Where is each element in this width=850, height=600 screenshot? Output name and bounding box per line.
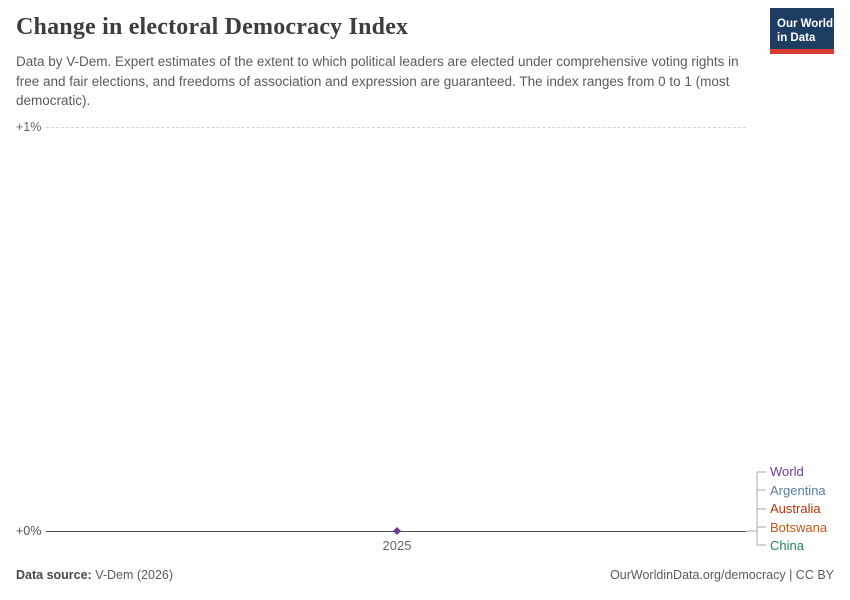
gridline-plus1pct xyxy=(46,127,746,128)
y-tick-plus1pct: +1% xyxy=(16,120,42,134)
owid-logo[interactable]: Our World in Data xyxy=(770,8,834,54)
data-point-diamond xyxy=(393,527,401,535)
chart-title: Change in electoral Democracy Index xyxy=(16,14,409,40)
legend-item-world[interactable]: World xyxy=(770,464,804,479)
owid-logo-accent-bar xyxy=(770,49,834,54)
owid-logo-line2: in Data xyxy=(777,32,816,44)
x-tick-2025: 2025 xyxy=(382,538,412,553)
owid-logo-line1: Our World xyxy=(777,17,834,30)
data-source-text: Data source: V-Dem (2026) xyxy=(16,568,173,582)
legend-item-botswana[interactable]: Botswana xyxy=(770,519,828,535)
legend-connector-lines xyxy=(746,471,766,546)
data-point-marker-2025[interactable] xyxy=(392,526,402,536)
chart-footer: Data source: V-Dem (2026) OurWorldinData… xyxy=(16,568,834,582)
data-source-value: V-Dem (2026) xyxy=(91,568,174,582)
data-source-label: Data source: xyxy=(16,568,92,582)
chart-subtitle: Data by V-Dem. Expert estimates of the e… xyxy=(16,54,739,109)
legend-item-australia[interactable]: Australia xyxy=(770,501,821,516)
credit-link[interactable]: OurWorldinData.org/democracy | CC BY xyxy=(610,568,834,582)
legend-item-china[interactable]: China xyxy=(770,538,804,553)
y-tick-plus0pct: +0% xyxy=(16,524,42,538)
legend-item-argentina[interactable]: Argentina xyxy=(770,482,826,498)
